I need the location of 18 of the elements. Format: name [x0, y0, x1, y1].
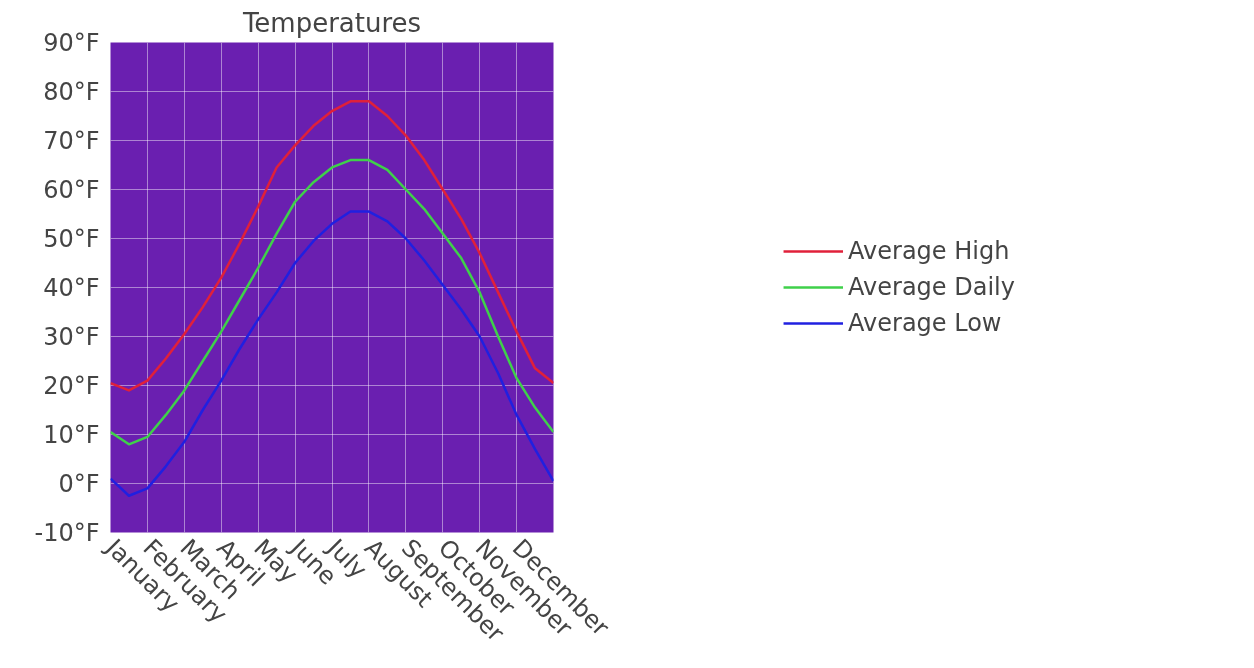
y-tick-label: 20°F [43, 371, 100, 400]
line-series [110, 158, 554, 446]
y-tick-label: 50°F [43, 224, 100, 253]
legend-label: Average Daily [848, 273, 1015, 301]
chart-title: Temperatures [241, 7, 422, 38]
y-tick-label: 90°F [43, 28, 100, 57]
y-tick-label: 40°F [43, 273, 100, 302]
y-tick-label: -10°F [34, 518, 100, 547]
y-tick-label: 30°F [43, 322, 100, 351]
y-tick-label: 70°F [43, 126, 100, 155]
legend-label: Average Low [848, 309, 1002, 337]
y-tick-label: 10°F [43, 420, 100, 449]
line-series [110, 210, 554, 497]
y-tick-label: 0°F [58, 469, 100, 498]
line-series [110, 100, 554, 392]
legend-label: Average High [848, 237, 1010, 265]
y-tick-label: 60°F [43, 175, 100, 204]
y-tick-label: 80°F [43, 77, 100, 106]
